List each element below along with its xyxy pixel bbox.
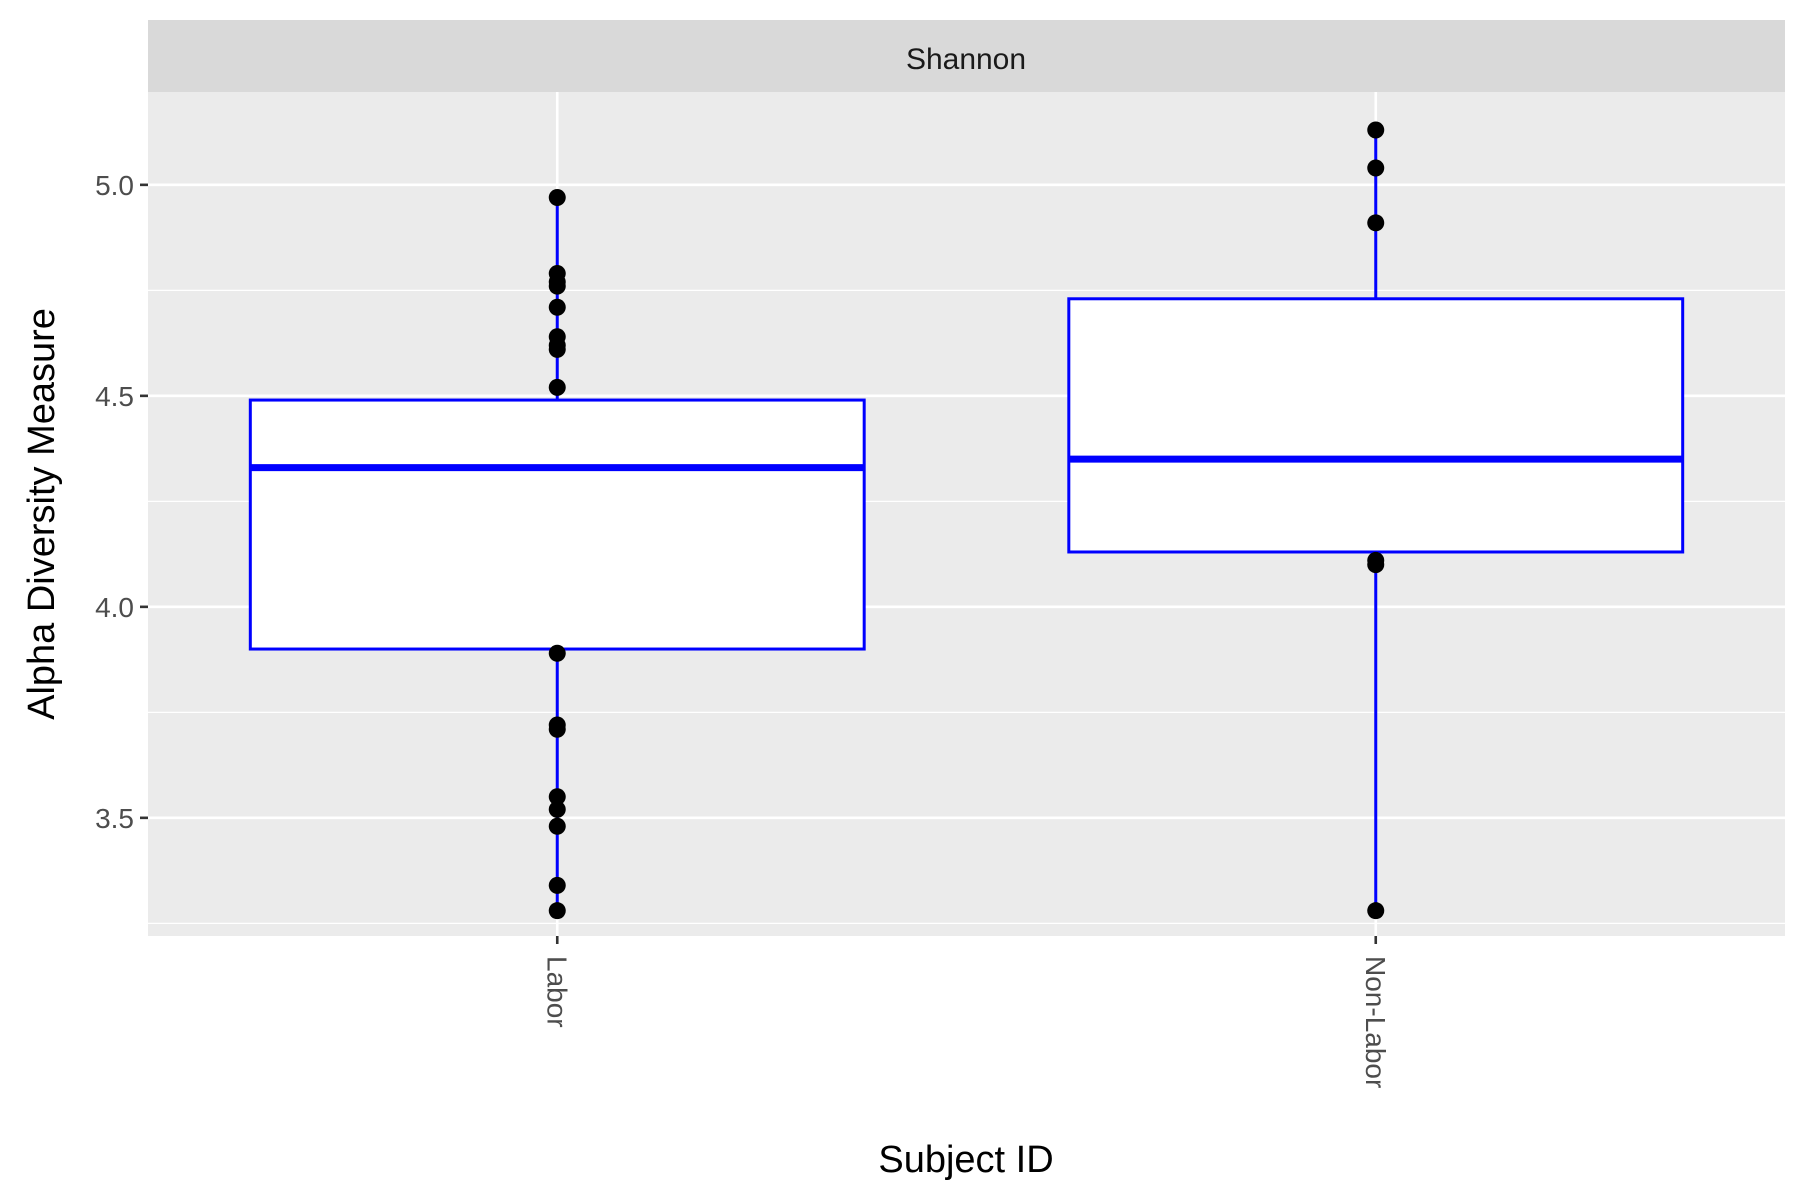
data-point [1367,214,1385,232]
facet-label: Shannon [906,43,1026,76]
y-tick-label: 5.0 [95,170,134,201]
data-point [548,277,566,295]
y-tick-label: 3.5 [95,803,134,834]
data-point [548,644,566,662]
boxplot-non-labor [1067,121,1685,920]
box [1067,297,1685,554]
x-axis-ticks: Labor Non-Labor [541,936,1391,1088]
x-axis-title: Subject ID [878,1139,1053,1181]
boxplot-labor [248,189,866,920]
data-point [548,788,566,806]
data-point [1367,556,1385,574]
data-point [548,800,566,818]
data-point [548,189,566,206]
y-tick-label: 4.5 [95,381,134,412]
data-point [1367,159,1385,177]
box [248,398,866,651]
x-tick-label: Labor [541,956,572,1028]
data-point [548,340,566,358]
y-axis-title: Alpha Diversity Measure [21,308,63,720]
data-point [548,378,566,396]
y-tick-label: 4.0 [95,592,134,623]
data-point [548,902,566,920]
data-point [548,876,566,894]
boxplots [248,121,1685,920]
facet-strip [148,20,1785,92]
data-point [1367,121,1385,139]
y-axis-ticks: 3.5 4.0 4.5 5.0 [95,170,148,834]
data-point [548,720,566,738]
data-point [1367,902,1385,920]
data-point [548,817,566,835]
data-point [548,298,566,316]
x-tick-label: Non-Labor [1360,956,1391,1088]
